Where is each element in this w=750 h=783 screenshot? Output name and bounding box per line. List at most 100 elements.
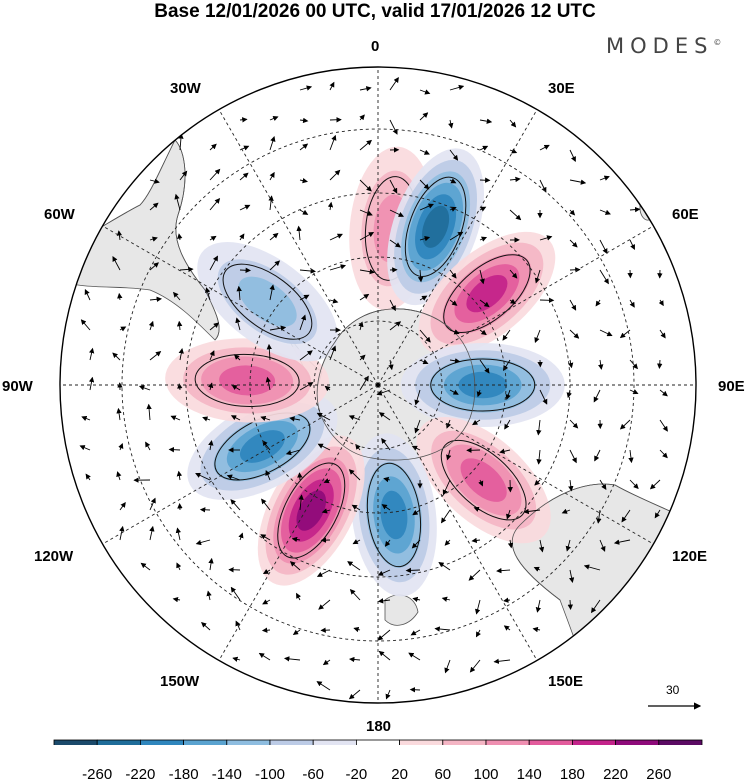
wind-vector — [116, 407, 122, 421]
wind-vector — [208, 382, 214, 391]
wind-vector — [317, 443, 331, 451]
wind-vector — [376, 389, 391, 396]
wind-vector — [534, 329, 541, 344]
colorbar-tick-label: 60 — [434, 766, 452, 783]
wind-vector — [504, 419, 511, 430]
wind-vector — [629, 479, 639, 490]
wind-vector — [569, 209, 576, 216]
wind-vector — [419, 149, 430, 155]
wind-vector — [269, 171, 275, 181]
wind-vector — [449, 299, 458, 306]
colorbar-tick-label: 260 — [646, 766, 672, 783]
wind-vector — [262, 599, 271, 605]
positive-anomaly-drake — [165, 338, 330, 423]
wind-vector — [411, 445, 421, 451]
wind-vector — [419, 112, 429, 121]
wind-vector — [329, 134, 337, 151]
wind-vector — [383, 476, 391, 483]
wind-vector — [561, 508, 571, 514]
wind-vector — [384, 539, 391, 547]
wind-vector — [81, 415, 91, 421]
wind-vector — [629, 359, 638, 370]
wind-vector — [146, 403, 152, 421]
wind-vector — [388, 359, 394, 371]
wind-vector — [621, 509, 631, 523]
wind-vector — [449, 178, 457, 184]
wind-vector — [408, 652, 421, 661]
wind-vector — [353, 626, 361, 633]
wind-vector — [449, 329, 460, 335]
wind-vector — [266, 343, 272, 361]
wind-vector — [261, 627, 271, 633]
wind-vector — [381, 504, 391, 511]
wind-vector — [419, 89, 431, 95]
wind-vectors — [79, 77, 668, 700]
colorbar-tick-label: -60 — [302, 766, 325, 783]
wind-vector — [503, 625, 511, 631]
wind-vector — [265, 376, 271, 391]
wind-vector — [417, 269, 424, 283]
wind-vector — [381, 437, 391, 451]
wind-vector — [567, 599, 573, 610]
colorbar — [53, 739, 703, 745]
longitude-label-150w: 150W — [160, 673, 200, 690]
wind-vector — [226, 474, 241, 481]
wind-vector — [269, 284, 275, 301]
wind-vector — [359, 232, 375, 241]
wind-vector — [195, 539, 211, 546]
wind-vector — [119, 326, 127, 332]
wind-vector — [599, 239, 608, 255]
wind-vector — [209, 322, 220, 331]
wind-vector — [619, 329, 631, 339]
wind-vector — [506, 509, 512, 520]
wind-vector — [599, 175, 610, 181]
wind-vector — [177, 233, 183, 241]
wind-vector — [419, 236, 431, 242]
wind-vector — [85, 473, 91, 481]
wind-vector — [534, 269, 541, 284]
wind-vector — [479, 329, 487, 336]
wind-vector — [658, 299, 664, 307]
wind-vector — [507, 539, 514, 549]
negative-anomaly-tasman — [351, 433, 437, 597]
wind-vector — [419, 359, 429, 365]
wind-vector — [539, 179, 547, 193]
wind-vector — [170, 415, 181, 421]
wind-vector — [174, 193, 181, 211]
wind-vector — [438, 561, 451, 571]
wind-vector — [260, 534, 271, 541]
wind-vector — [629, 239, 635, 251]
wind-vector — [599, 209, 611, 215]
colorbar-tick-label: -100 — [254, 766, 286, 783]
wind-vector — [496, 567, 511, 574]
wind-vector — [349, 656, 361, 663]
wind-vector — [316, 681, 331, 691]
brand-logo: MODES© — [606, 34, 722, 58]
wind-vector — [479, 269, 485, 285]
wind-vector — [351, 504, 361, 511]
wind-vector — [209, 198, 221, 211]
reference-vector-label: 30 — [666, 683, 680, 697]
longitude-label-30e: 30E — [548, 80, 575, 97]
wind-vector — [535, 599, 541, 613]
wind-vector — [539, 235, 553, 241]
wind-vector — [321, 508, 331, 514]
wind-vector — [479, 299, 490, 308]
wind-vector — [598, 359, 604, 370]
wind-vector — [442, 479, 451, 496]
wind-vector — [269, 260, 281, 271]
map-title: Base 12/01/2026 00 UTC, valid 17/01/2026… — [154, 1, 596, 22]
wind-vector — [296, 592, 302, 601]
colorbar-labels: -260 -220 -180 -140 -100 -60 -20 20 60 100 140 180 2… — [0, 766, 750, 783]
wind-vector — [599, 479, 607, 490]
wind-vector — [145, 441, 151, 451]
wind-vector — [377, 598, 391, 604]
wind-vector — [329, 169, 341, 181]
wind-vector — [206, 590, 212, 601]
wind-vector — [568, 359, 574, 369]
colorbar-tick-label: -140 — [211, 766, 242, 783]
colorbar-tick-label: 220 — [603, 766, 629, 783]
wind-vector — [619, 419, 631, 430]
wind-vector — [84, 288, 91, 301]
wind-vector — [539, 144, 550, 151]
